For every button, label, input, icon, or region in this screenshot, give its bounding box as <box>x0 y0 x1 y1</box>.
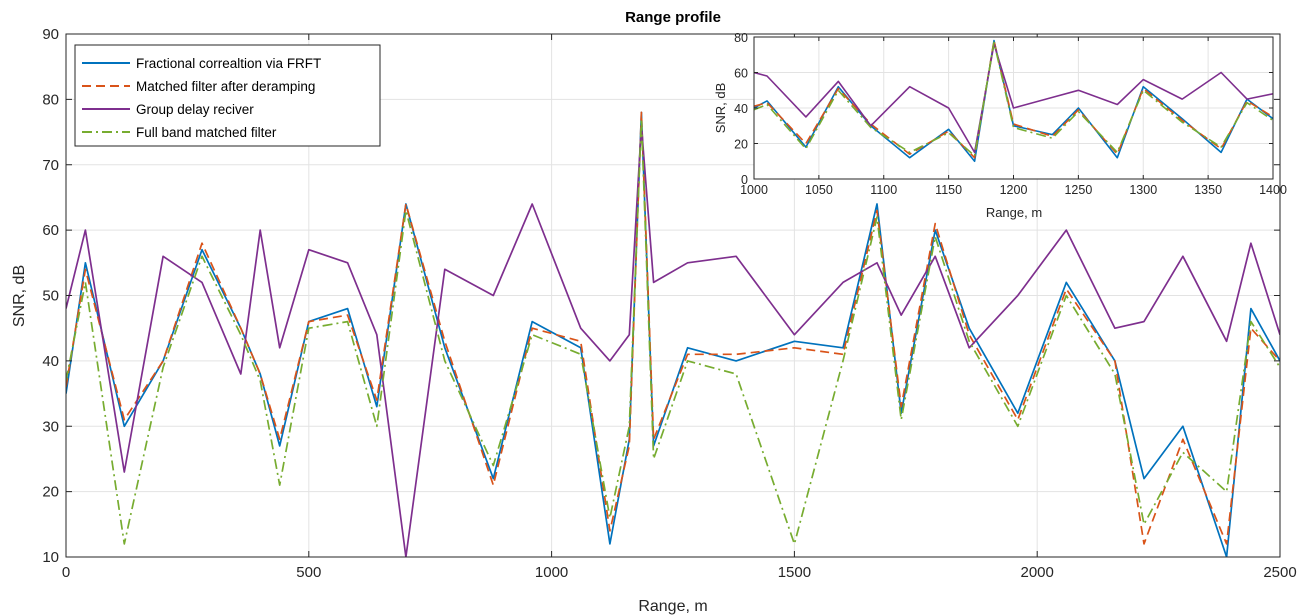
main-ticks: 0 500 1000 1500 2000 2500 10 20 30 40 50 60 70 80 90 <box>42 26 1296 581</box>
main-y-tick-label: 70 <box>42 157 59 174</box>
legend-label-frft: Fractional correaltion via FRFT <box>136 56 321 71</box>
inset-ticks: 1000 1050 1100 1150 1200 1250 1300 1350 1400 0 20 4… <box>734 31 1287 197</box>
inset-y-axis-label: SNR, dB <box>713 83 728 134</box>
inset-x-tick-label: 1000 <box>740 183 768 197</box>
main-series-line-1 <box>66 111 1280 545</box>
inset-x-tick-label: 1250 <box>1064 183 1092 197</box>
legend-label-deramping: Matched filter after deramping <box>136 79 315 94</box>
chart-title: Range profile <box>625 9 721 26</box>
main-x-tick-label: 500 <box>296 564 321 581</box>
main-series-group <box>66 111 1280 557</box>
main-x-tick-label: 1000 <box>535 564 568 581</box>
main-y-tick-label: 10 <box>42 549 59 566</box>
main-y-tick-label: 40 <box>42 353 59 370</box>
main-y-tick-label: 30 <box>42 418 59 435</box>
main-series-line-3 <box>66 118 1280 545</box>
main-x-tick-label: 1500 <box>778 564 811 581</box>
inset-x-tick-label: 1300 <box>1129 183 1157 197</box>
x-axis-label: Range, m <box>638 598 707 615</box>
inset-y-tick-label: 80 <box>734 31 748 45</box>
legend-entry: Group delay reciver <box>82 102 254 117</box>
inset-x-tick-label: 1100 <box>870 183 897 197</box>
inset-y-tick-label: 40 <box>734 102 748 116</box>
legend-entry: Matched filter after deramping <box>82 79 315 94</box>
inset-y-tick-label: 0 <box>741 173 748 187</box>
inset-y-tick-label: 60 <box>734 67 748 81</box>
y-axis-label: SNR, dB <box>11 265 28 327</box>
inset-x-tick-label: 1400 <box>1259 183 1287 197</box>
main-x-tick-label: 2500 <box>1263 564 1296 581</box>
inset-series-line-3 <box>754 41 1273 157</box>
legend: Fractional correaltion via FRFT Matched … <box>74 44 381 147</box>
inset-x-axis-label: Range, m <box>986 205 1042 220</box>
inset-series-line-0 <box>754 39 1273 163</box>
main-y-tick-label: 80 <box>42 91 59 108</box>
main-x-tick-label: 2000 <box>1021 564 1054 581</box>
inset-y-tick-label: 20 <box>734 138 748 152</box>
main-series-line-2 <box>66 124 1280 557</box>
main-y-tick-label: 60 <box>42 222 59 239</box>
inset-series-line-2 <box>754 43 1273 154</box>
inset-x-tick-label: 1150 <box>935 183 962 197</box>
inset-series-group <box>754 39 1273 163</box>
inset-plot: 1000 1050 1100 1150 1200 1250 1300 1350 1400 0 20 4… <box>713 31 1287 220</box>
legend-label-group-delay: Group delay reciver <box>136 102 254 117</box>
main-y-tick-label: 90 <box>42 26 59 43</box>
inset-x-tick-label: 1350 <box>1194 183 1222 197</box>
main-y-tick-label: 20 <box>42 484 59 501</box>
inset-x-tick-label: 1200 <box>1000 183 1028 197</box>
main-x-tick-label: 0 <box>62 564 70 581</box>
legend-label-full-band: Full band matched filter <box>136 125 277 140</box>
inset-x-tick-label: 1050 <box>805 183 833 197</box>
legend-entry: Fractional correaltion via FRFT <box>82 56 321 71</box>
legend-entry: Full band matched filter <box>82 125 277 140</box>
main-y-tick-label: 50 <box>42 288 59 305</box>
legend-box <box>74 44 381 147</box>
